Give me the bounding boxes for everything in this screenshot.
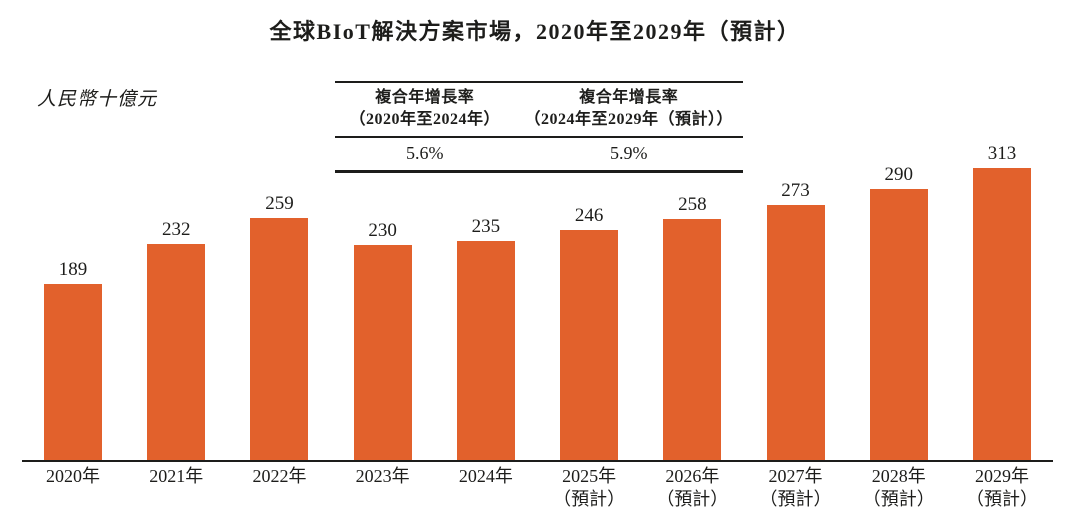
x-axis-label: 2024年	[457, 465, 515, 511]
cagr-header-title: 複合年增長率	[375, 89, 475, 106]
bar	[456, 241, 515, 460]
bar-value-label: 230	[368, 220, 397, 241]
x-axis-label-text: 2024年	[458, 466, 513, 486]
y-axis-unit-label: 人民幣十億元	[37, 89, 158, 110]
bar-value-label: 232	[161, 219, 191, 240]
cagr-value-2020-2024: 5.6%	[406, 143, 444, 163]
bar-value-label: 313	[987, 143, 1017, 164]
bar	[250, 218, 309, 460]
bar-group: 230	[353, 220, 412, 460]
bar-group: 235	[456, 216, 515, 460]
bar-group: 313	[972, 143, 1031, 460]
x-axis-label-text: 2020年	[46, 466, 100, 486]
cagr-header-period: （2020年至2024年）	[349, 111, 501, 128]
x-axis-label-text: 2022年	[252, 466, 307, 486]
cagr-table: 複合年增長率 （2020年至2024年） 複合年增長率 （2024年至2029年…	[335, 81, 743, 173]
bar	[869, 189, 928, 460]
bar-group: 232	[147, 219, 206, 460]
x-axis-label: 2021年	[147, 465, 205, 511]
x-axis-label-text: 2028年 （預計）	[862, 466, 935, 509]
cagr-value-2024-2029: 5.9%	[610, 143, 648, 163]
x-axis-label-text: 2027年 （預計）	[759, 466, 832, 509]
bar	[353, 245, 412, 460]
x-axis-label: 2026年 （預計）	[656, 465, 728, 511]
cagr-table-value-row: 5.6% 5.9%	[335, 138, 743, 170]
bar-chart-plot: 189 232 259 230 235 246 258 273 290 313	[22, 140, 1053, 460]
bar	[766, 205, 825, 460]
bar-value-label: 273	[781, 180, 810, 201]
x-axis-label-text: 2025年 （預計）	[553, 466, 626, 509]
x-axis-label: 2023年	[354, 465, 412, 511]
bar-group: 290	[869, 164, 928, 460]
bar	[147, 244, 206, 460]
x-axis-label-text: 2023年	[355, 466, 410, 486]
x-axis-line	[22, 460, 1053, 462]
bar	[44, 284, 102, 460]
x-axis-label-text: 2021年	[149, 466, 204, 486]
bar-group: 259	[250, 193, 309, 460]
x-axis-label-text: 2026年 （預計）	[656, 466, 729, 509]
bar-group: 273	[766, 180, 825, 460]
bar	[972, 168, 1031, 460]
cagr-header-title: 複合年增長率	[579, 89, 679, 106]
x-axis-label-text: 2029年 （預計）	[965, 466, 1038, 509]
bar-value-label: 235	[471, 216, 501, 237]
x-axis-label: 2029年 （預計）	[966, 465, 1038, 511]
x-axis-label: 2020年	[44, 465, 102, 511]
bar-value-label: 189	[58, 259, 88, 280]
x-axis-label: 2028年 （預計）	[863, 465, 935, 511]
cagr-header-2020-2024: 複合年增長率 （2020年至2024年）	[335, 87, 515, 131]
bar-group: 246	[560, 205, 619, 460]
bar-value-label: 258	[678, 194, 707, 215]
cagr-header-period: （2024年至2029年（預計））	[524, 111, 733, 128]
bar-group: 258	[663, 194, 722, 460]
bar-value-label: 246	[574, 205, 604, 226]
bar	[663, 219, 722, 460]
cagr-table-header-row: 複合年增長率 （2020年至2024年） 複合年增長率 （2024年至2029年…	[335, 83, 743, 138]
bar	[560, 230, 619, 460]
x-axis-label: 2022年	[250, 465, 308, 511]
bar-value-label: 259	[265, 193, 294, 214]
x-axis-labels: 2020年 2021年 2022年 2023年 2024年 2025年 （預計） 2026年（…	[22, 465, 1053, 511]
cagr-header-2024-2029: 複合年增長率 （2024年至2029年（預計））	[515, 87, 743, 131]
bar-value-label: 290	[884, 164, 914, 185]
x-axis-label: 2027年 （預計）	[760, 465, 832, 511]
bar-group: 189	[44, 260, 102, 460]
x-axis-label: 2025年 （預計）	[553, 465, 625, 511]
chart-title: 全球BIoT解決方案市場，2020年至2029年（預計）	[269, 19, 801, 44]
